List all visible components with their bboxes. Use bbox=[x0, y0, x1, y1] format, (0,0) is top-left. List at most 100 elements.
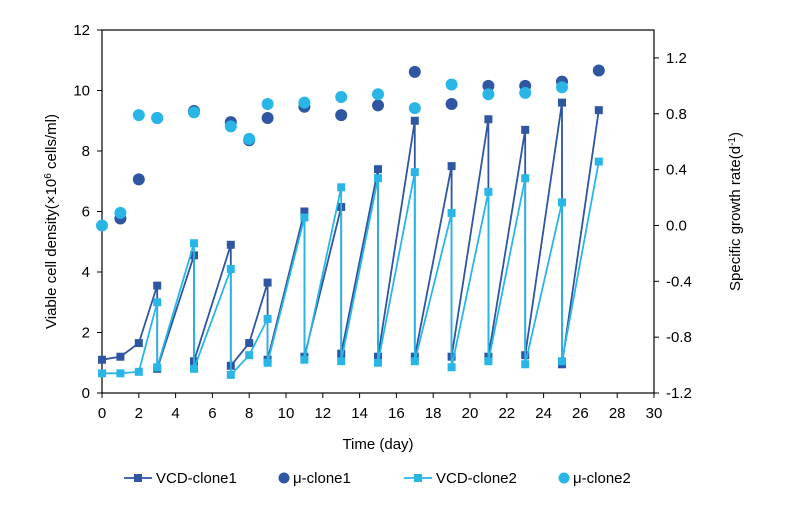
x-tick-label: 0 bbox=[98, 405, 106, 422]
data-point bbox=[98, 369, 106, 378]
series-μ-clone1 bbox=[114, 64, 605, 225]
data-point bbox=[132, 173, 145, 186]
data-point bbox=[134, 339, 143, 348]
x-tick-label: 20 bbox=[462, 405, 479, 422]
data-point bbox=[226, 370, 235, 379]
data-point bbox=[374, 165, 382, 174]
data-point bbox=[298, 96, 311, 109]
y-left-tick-label: 10 bbox=[73, 83, 90, 100]
data-point bbox=[153, 298, 162, 307]
data-point bbox=[261, 97, 274, 110]
data-point bbox=[116, 352, 125, 361]
y-right-tick-label: -0.4 bbox=[666, 273, 692, 290]
data-point bbox=[153, 363, 162, 372]
data-point bbox=[410, 357, 419, 366]
data-point bbox=[337, 183, 346, 192]
data-point bbox=[263, 278, 272, 287]
data-point bbox=[410, 168, 419, 177]
data-point bbox=[374, 358, 382, 367]
data-point bbox=[300, 207, 309, 216]
x-tick-label: 10 bbox=[278, 405, 295, 422]
data-point bbox=[300, 213, 309, 222]
data-point bbox=[153, 281, 162, 290]
legend-label: VCD-clone1 bbox=[156, 470, 237, 487]
data-point bbox=[447, 363, 456, 372]
y-right-tick-label: -1.2 bbox=[666, 385, 692, 402]
data-point bbox=[132, 109, 145, 122]
data-point bbox=[335, 91, 348, 104]
series-line bbox=[101, 102, 600, 370]
legend-marker bbox=[558, 472, 570, 484]
x-tick-label: 16 bbox=[388, 405, 405, 422]
y-left-tick-label: 12 bbox=[73, 22, 90, 39]
legend-marker bbox=[278, 472, 290, 484]
data-point bbox=[96, 219, 108, 232]
data-point bbox=[263, 358, 272, 367]
data-point bbox=[408, 65, 421, 78]
legend-item: VCD-clone1 bbox=[124, 470, 237, 487]
legend-label: VCD-clone2 bbox=[436, 470, 517, 487]
y-right-title-sup: -1 bbox=[727, 137, 738, 146]
y-right-tick-label: 0.8 bbox=[666, 106, 687, 123]
x-tick-label: 12 bbox=[314, 405, 331, 422]
data-point bbox=[114, 206, 127, 219]
data-point bbox=[245, 339, 254, 348]
data-point bbox=[410, 116, 419, 125]
data-point bbox=[261, 111, 274, 124]
y-right-tick-label: 0.4 bbox=[666, 162, 687, 179]
y-left-tick-label: 6 bbox=[82, 204, 90, 221]
data-point bbox=[226, 240, 235, 249]
data-point bbox=[521, 125, 530, 134]
y-right-title-suffix: ) bbox=[727, 132, 744, 137]
x-tick-label: 18 bbox=[425, 405, 442, 422]
data-point bbox=[594, 106, 603, 115]
data-point bbox=[445, 78, 458, 91]
data-point bbox=[445, 97, 458, 110]
x-tick-label: 6 bbox=[208, 405, 216, 422]
y-right-axis-title: Specific growth rate(d-1) bbox=[727, 132, 745, 291]
x-tick-label: 28 bbox=[609, 405, 626, 422]
data-point bbox=[372, 99, 384, 112]
x-tick-label: 4 bbox=[171, 405, 179, 422]
data-point bbox=[484, 115, 493, 124]
x-tick-label: 2 bbox=[135, 405, 143, 422]
data-point bbox=[521, 360, 530, 369]
x-tick-label: 26 bbox=[572, 405, 589, 422]
data-point bbox=[224, 120, 237, 133]
series-μ-clone2 bbox=[96, 78, 568, 232]
data-point bbox=[337, 357, 346, 366]
data-point bbox=[482, 79, 495, 92]
y-left-tick-label: 2 bbox=[82, 325, 90, 342]
data-point bbox=[374, 174, 382, 183]
y-left-tick-label: 8 bbox=[82, 143, 90, 160]
data-point bbox=[151, 111, 164, 124]
series-VCD-clone2 bbox=[98, 157, 603, 379]
data-point bbox=[188, 106, 200, 119]
data-point bbox=[484, 187, 493, 196]
data-point bbox=[558, 198, 566, 207]
data-point bbox=[408, 102, 421, 115]
legend-item: VCD-clone2 bbox=[404, 470, 517, 487]
legend-marker bbox=[414, 474, 422, 482]
x-tick-label: 24 bbox=[535, 405, 552, 422]
data-point bbox=[556, 81, 568, 94]
x-tick-label: 14 bbox=[351, 405, 368, 422]
y-right-title-prefix: Specific growth rate(d bbox=[727, 146, 744, 291]
series-VCD-clone1 bbox=[98, 98, 603, 373]
data-point bbox=[190, 364, 198, 373]
data-point bbox=[558, 357, 566, 366]
y-left-title-prefix: Viable cell density(×10 bbox=[43, 179, 60, 329]
legend-label: μ-clone1 bbox=[293, 470, 351, 487]
data-point bbox=[263, 314, 272, 323]
x-tick-label: 8 bbox=[245, 405, 253, 422]
data-point bbox=[521, 174, 530, 183]
y-right-axis-ticks: -1.2 -0.8 -0.4 0.0 0.4 0.8 1.2 bbox=[654, 50, 692, 402]
data-point bbox=[484, 357, 493, 366]
legend-item: μ-clone2 bbox=[558, 470, 631, 487]
legend: VCD-clone1 μ-clone1 VCD-clone2 μ-clone2 bbox=[124, 470, 631, 487]
data-point bbox=[594, 157, 603, 166]
data-point bbox=[300, 355, 309, 364]
data-point bbox=[134, 367, 143, 376]
data-point bbox=[558, 98, 566, 107]
